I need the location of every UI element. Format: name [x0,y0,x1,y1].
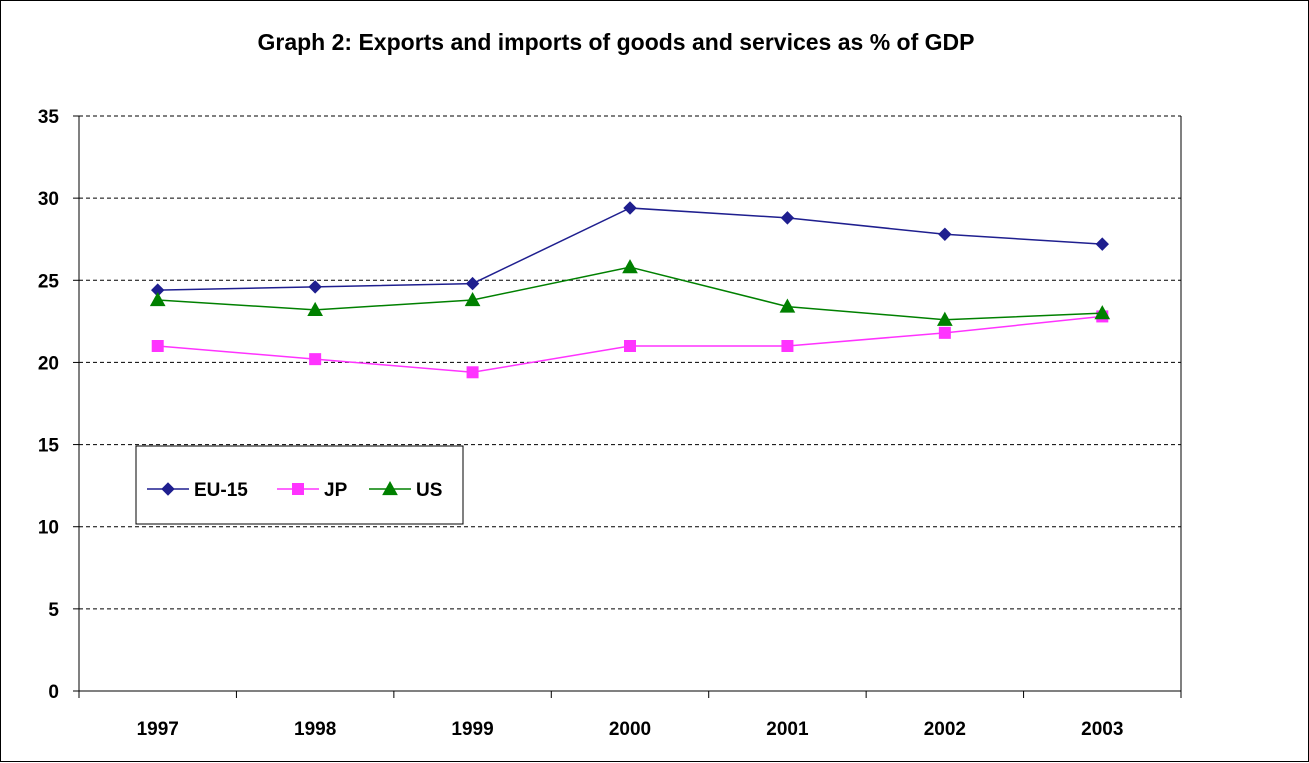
x-tick-label: 2001 [766,719,809,740]
x-tick-label: 2002 [924,719,966,740]
data-point-jp [781,340,794,352]
y-tick-label: 20 [38,353,59,374]
data-point-jp [938,326,951,339]
data-point-us [622,259,638,274]
data-point-us [464,291,481,307]
x-tick-label: 2003 [1081,719,1123,740]
x-tick-label: 1997 [137,719,179,740]
y-tick-label: 35 [38,107,60,128]
y-tick-label: 30 [38,189,59,210]
data-point-us [1094,305,1111,320]
y-tick-label: 25 [38,271,60,292]
y-tick-label: 5 [48,600,59,621]
chart-title: Graph 2: Exports and imports of goods an… [257,29,975,55]
y-tick-label: 0 [48,682,59,703]
data-point-eu-15 [938,227,952,241]
x-tick-label: 2000 [609,719,651,740]
legend-label-eu-15: EU-15 [194,480,248,501]
x-tick-label: 1999 [451,719,493,740]
y-tick-label: 10 [38,518,59,539]
data-point-eu-15 [1095,237,1109,251]
data-point-us [149,291,166,307]
data-point-eu-15 [308,280,322,294]
data-point-us [307,301,323,316]
data-point-jp [151,340,164,352]
data-point-us [937,311,953,326]
legend-label-us: US [416,480,442,501]
y-tick-label: 15 [38,436,60,457]
data-point-eu-15 [623,201,637,215]
series-line-us [157,266,1103,321]
data-point-us [779,298,796,313]
x-tick-label: 1998 [294,719,336,740]
data-point-jp [624,340,636,352]
data-point-jp [309,353,322,366]
legend-marker-us [382,480,398,496]
data-point-jp [466,366,479,379]
legend-marker-eu-15 [161,482,175,496]
data-point-eu-15 [465,276,480,291]
data-point-eu-15 [780,211,795,225]
legend-label-jp: JP [324,480,348,501]
legend-marker-jp [292,483,304,495]
series-line-eu-15 [157,207,1103,291]
